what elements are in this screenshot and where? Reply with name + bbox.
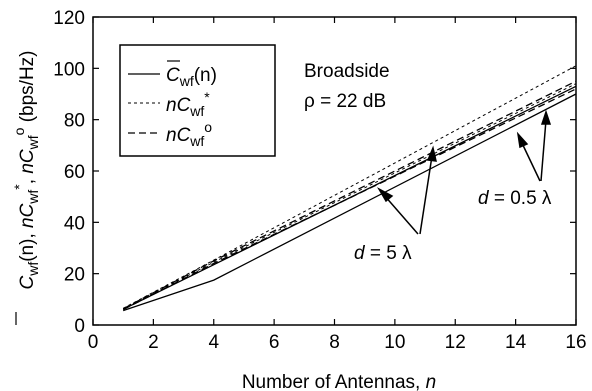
y-title-c1: C (17, 276, 38, 290)
label-broadside: Broadside (304, 61, 390, 82)
arrow-d5-right-head (426, 145, 437, 162)
y-title-c2-rest: , (17, 174, 38, 185)
x-axis-title-text: Number of Antennas, (242, 372, 426, 391)
y-tick-label: 20 (64, 265, 85, 286)
x-tick-label: 6 (269, 332, 280, 353)
y-title-c2-sup: * (11, 184, 27, 190)
y-title-c3-rest: (bps/Hz) (17, 51, 38, 128)
annotation-d5: d = 5 λ (354, 243, 412, 264)
y-title-c3: nC (17, 149, 38, 174)
legend-2-sub: wf (189, 133, 204, 149)
legend-0-sub: wf (179, 73, 194, 89)
ticks-layer: 0 2 4 6 8 10 12 14 16 0 20 40 60 80 100 120 (53, 8, 586, 353)
legend-entry-2: nCwfo (166, 119, 212, 149)
x-tick-label: 4 (208, 332, 219, 353)
y-title-c2: nC (17, 203, 38, 228)
arrow-d5-right-shaft (419, 155, 433, 235)
legend-0-rest: (n) (194, 65, 217, 86)
legend-entry-0: Cwf(n) (166, 65, 217, 89)
x-axis-title-var: n (426, 372, 437, 391)
series-layer (122, 65, 577, 312)
series-line-5 (122, 80, 577, 310)
y-tick-label: 120 (53, 8, 85, 29)
legend-2-main: nC (166, 125, 191, 146)
x-tick-label: 2 (148, 332, 159, 353)
series-line-3 (122, 85, 577, 310)
arrow-d05-right-head (540, 109, 552, 125)
x-tick-label: 0 (88, 332, 99, 353)
annotation-d5-var: d (354, 243, 366, 264)
y-axis-title: Cwf(n), nCwf*, nCwfo (bps/Hz) (11, 51, 41, 325)
legend-box (119, 44, 276, 157)
y-title-c3-sup: o (11, 127, 27, 135)
y-title-c3-sub: wf (25, 135, 41, 150)
x-tick-label: 10 (384, 332, 405, 353)
y-tick-label: 60 (64, 162, 85, 183)
legend: Cwf(n) nCwf* nCwfo (119, 44, 276, 157)
legend-1-main: nC (166, 95, 191, 116)
x-tick-label: 8 (329, 332, 340, 353)
label-snr: ρ = 22 dB (304, 91, 386, 112)
x-axis-title: Number of Antennas, n (242, 372, 436, 391)
arrow-d05-left-head (516, 131, 529, 149)
legend-1-sub: wf (189, 103, 204, 119)
legend-1-sup: * (204, 89, 210, 105)
series-line-0 (122, 93, 577, 312)
annotation-d5-rest: = 5 λ (365, 243, 412, 264)
legend-2-sup: o (204, 119, 212, 135)
arrow-d5-left-head (377, 187, 394, 203)
y-tick-label: 0 (74, 316, 85, 337)
y-tick-label: 80 (64, 111, 85, 132)
svg-text:Cwf(n), nCwf*, nCwfo (bps/Hz): Cwf(n), nCwf*, nCwfo (bps/Hz) (11, 51, 41, 290)
y-tick-label: 40 (64, 213, 85, 234)
arrow-d05-right-shaft (540, 119, 547, 182)
annotation-d05-var: d (478, 188, 490, 209)
legend-0-main: C (166, 65, 180, 86)
arrow-d05-left-shaft (520, 140, 541, 182)
x-tick-label: 14 (505, 332, 527, 353)
y-title-c1-rest: (n), (17, 228, 38, 262)
x-tick-label: 16 (565, 332, 586, 353)
y-title-c1-sub: wf (25, 262, 41, 277)
x-tick-label: 12 (445, 332, 466, 353)
y-tick-label: 100 (53, 59, 85, 80)
legend-entry-1: nCwf* (166, 89, 210, 119)
annotation-d05: d = 0.5 λ (478, 188, 552, 209)
y-title-c2-sub: wf (25, 190, 41, 205)
annotation-d05-rest: = 0.5 λ (489, 188, 552, 209)
arrows (377, 109, 552, 235)
series-line-1 (122, 83, 577, 310)
arrow-d5-left-shaft (383, 194, 419, 235)
